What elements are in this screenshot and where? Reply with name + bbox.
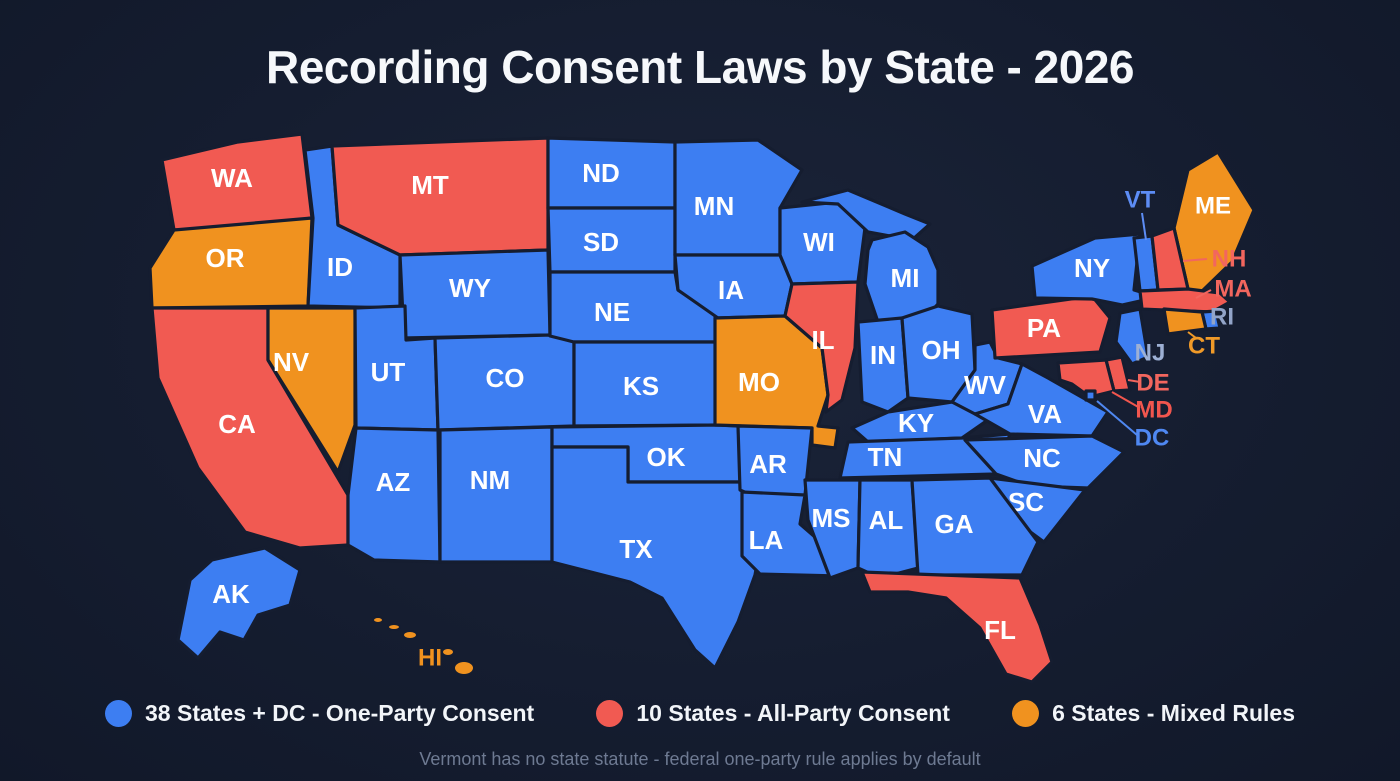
state-label-MT: MT	[411, 170, 449, 200]
state-label-NM: NM	[470, 465, 510, 495]
state-label-TN: TN	[868, 442, 903, 472]
state-label-NJ: NJ	[1135, 339, 1166, 366]
page-title: Recording Consent Laws by State - 2026	[265, 41, 1135, 93]
state-NC	[963, 434, 1126, 490]
state-label-ID: ID	[327, 252, 353, 282]
state-label-GA: GA	[935, 509, 974, 539]
state-VA	[973, 362, 1110, 438]
legend-item-all-party: 10 States - All-Party Consent	[596, 700, 950, 727]
state-label-DE: DE	[1136, 369, 1169, 396]
state-label-RI: RI	[1210, 303, 1234, 330]
state-HI-island	[387, 623, 401, 631]
legend-item-mixed: 6 States - Mixed Rules	[1012, 700, 1295, 727]
state-CT	[1162, 307, 1208, 336]
state-label-OR: OR	[206, 243, 245, 273]
legend-item-one-party: 38 States + DC - One-Party Consent	[105, 700, 534, 727]
state-label-PA: PA	[1027, 313, 1061, 343]
state-label-IA: IA	[718, 275, 744, 305]
state-label-NH: NH	[1212, 245, 1247, 272]
state-label-ND: ND	[582, 158, 620, 188]
state-label-OK: OK	[647, 442, 686, 472]
state-label-CT: CT	[1188, 332, 1220, 359]
state-label-DC: DC	[1135, 424, 1170, 451]
legend-swatch-mixed-icon	[1012, 700, 1040, 727]
state-MI	[800, 188, 932, 242]
state-label-NV: NV	[273, 347, 310, 377]
state-label-VT: VT	[1125, 186, 1156, 213]
legend-swatch-one-party-icon	[105, 700, 132, 727]
state-MS	[803, 478, 862, 580]
legend-label-all-party: 10 States - All-Party Consent	[636, 700, 950, 726]
state-label-AR: AR	[749, 449, 787, 479]
legend-label-one-party: 38 States + DC - One-Party Consent	[145, 700, 535, 726]
state-FL	[860, 570, 1054, 684]
state-TX	[550, 445, 762, 670]
state-HI-island	[441, 647, 455, 657]
state-label-WA: WA	[211, 163, 253, 193]
state-GA	[910, 476, 1040, 577]
state-label-CO: CO	[486, 363, 525, 393]
state-label-MS: MS	[812, 503, 851, 533]
state-label-IN: IN	[870, 340, 896, 370]
state-label-IL: IL	[811, 325, 834, 355]
state-label-MD: MD	[1135, 396, 1172, 423]
callout-line-DE	[1127, 379, 1141, 383]
state-NY	[1030, 232, 1160, 307]
state-label-FL: FL	[984, 615, 1016, 645]
state-label-TX: TX	[619, 534, 653, 564]
state-HI-island	[453, 660, 475, 676]
callout-line-DC	[1096, 400, 1138, 436]
state-label-AL: AL	[869, 505, 904, 535]
state-label-CA: CA	[218, 409, 256, 439]
state-label-WV: WV	[964, 370, 1007, 400]
legend-label-mixed: 6 States - Mixed Rules	[1052, 700, 1295, 726]
state-label-MO: MO	[738, 367, 780, 397]
state-label-MI: MI	[891, 263, 920, 293]
callout-line-MA	[1195, 289, 1212, 299]
state-label-ME: ME	[1195, 192, 1231, 219]
state-HI-island	[372, 616, 384, 624]
state-label-VA: VA	[1028, 399, 1062, 429]
state-label-KS: KS	[623, 371, 659, 401]
state-AZ	[346, 426, 442, 564]
state-label-UT: UT	[371, 357, 406, 387]
state-label-NC: NC	[1023, 443, 1061, 473]
state-DC	[1084, 389, 1097, 402]
callout-line-NH	[1182, 258, 1208, 262]
callout-line-MD	[1111, 391, 1141, 409]
state-NJ	[1114, 307, 1150, 366]
state-label-KY: KY	[898, 408, 934, 438]
state-label-AK: AK	[212, 579, 250, 609]
callout-line-CT	[1187, 331, 1197, 339]
callout-line-VT	[1141, 212, 1147, 241]
state-MA	[1138, 287, 1232, 314]
state-label-LA: LA	[749, 525, 784, 555]
state-label-HI: HI	[418, 644, 442, 671]
state-label-AZ: AZ	[376, 467, 411, 497]
state-IL	[783, 280, 860, 414]
state-label-NE: NE	[594, 297, 630, 327]
state-label-WI: WI	[803, 227, 835, 257]
state-label-NY: NY	[1074, 253, 1110, 283]
state-AK	[176, 546, 302, 660]
state-label-WY: WY	[449, 273, 491, 303]
state-label-SD: SD	[583, 227, 619, 257]
state-IN	[856, 316, 910, 414]
state-label-OH: OH	[922, 335, 961, 365]
state-label-MN: MN	[694, 191, 734, 221]
footnote-text: Vermont has no state statute - federal o…	[419, 749, 981, 769]
state-HI-island	[402, 630, 418, 640]
legend: 38 States + DC - One-Party Consent 10 St…	[105, 700, 1295, 727]
state-label-MA: MA	[1214, 275, 1251, 302]
legend-swatch-all-party-icon	[596, 700, 624, 727]
